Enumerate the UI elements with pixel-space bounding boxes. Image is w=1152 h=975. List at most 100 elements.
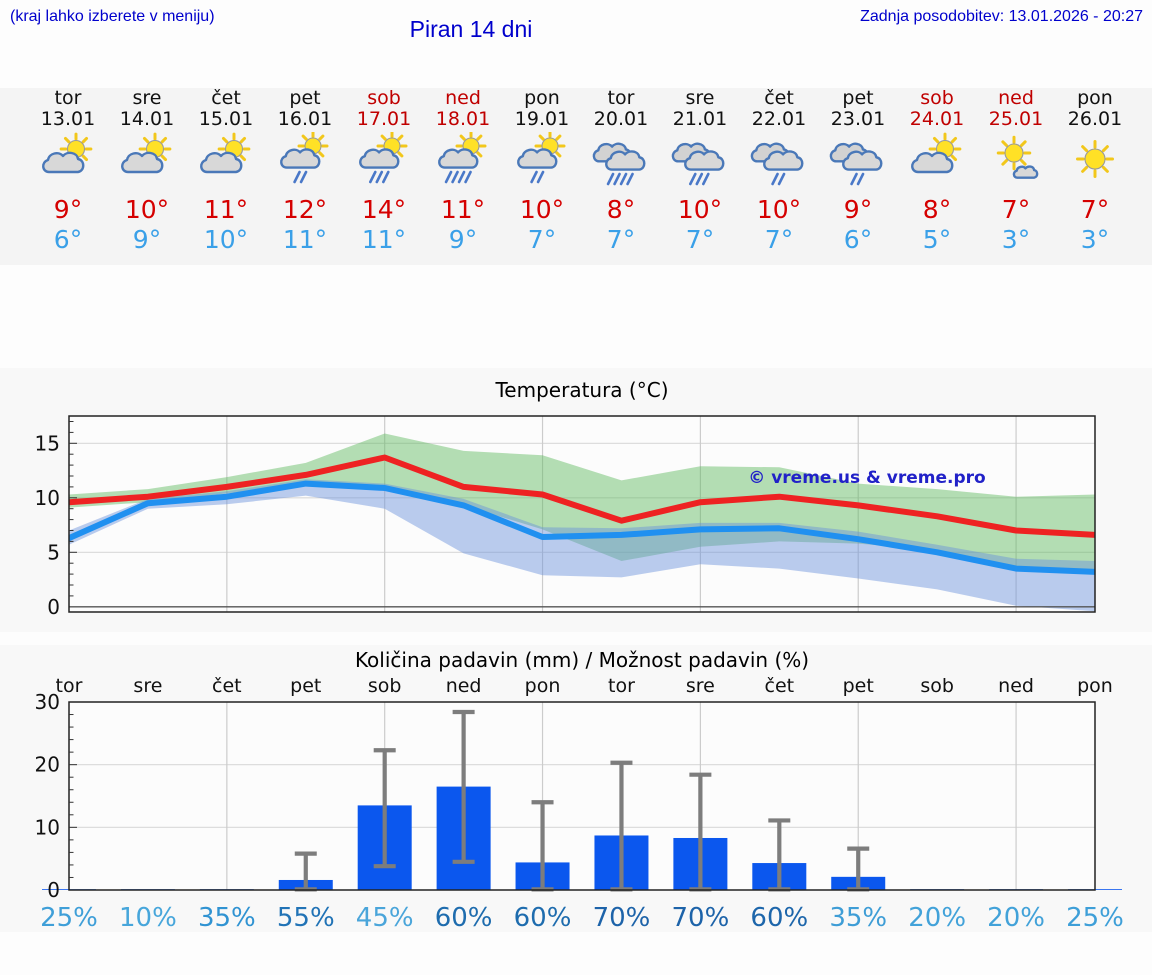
forecast-days-strip: tor 13.01 9° 6° sre 14.01 10° 9° čet 15.01 11° 10° p… (0, 88, 1152, 265)
precipitation-probability-label: 20% (908, 903, 966, 932)
day-name: tor (54, 87, 82, 109)
rain-drop (777, 172, 786, 186)
high-temperature: 11° (203, 195, 249, 224)
low-temperature: 7° (764, 225, 794, 254)
high-temperature: 7° (1001, 195, 1031, 224)
day-column: sre 21.01 10° 7° (661, 88, 740, 265)
precipitation-probability-label: 10% (119, 903, 177, 932)
sun-ray (1020, 159, 1027, 166)
sun-ray (476, 134, 483, 141)
low-temperature: 6° (53, 225, 83, 254)
day-column: ned 25.01 7° 3° (977, 88, 1056, 265)
day-label: ned (446, 675, 482, 697)
partly-cloudy-icon (200, 132, 251, 174)
day-name: pon (524, 87, 560, 109)
day-column: sob 24.01 8° 5° (898, 88, 977, 265)
sun-ray (950, 136, 958, 144)
high-temperature: 10° (677, 195, 723, 224)
rain-drop (293, 170, 301, 184)
sun-ray (318, 134, 325, 141)
cloud-shape (517, 148, 558, 169)
sun-ray (160, 136, 168, 144)
weather-icon-wrap (503, 130, 582, 194)
high-temperature: 8° (606, 195, 636, 224)
low-temperature: 11° (361, 225, 407, 254)
y-tick-label: 10 (35, 486, 60, 510)
day-label: pon (525, 675, 561, 697)
day-label: sre (133, 675, 162, 697)
temperature-chart-title: Temperatura (°C) (495, 378, 669, 402)
sun-disc (1004, 143, 1024, 163)
day-date: 20.01 (593, 108, 649, 130)
sun-ray (142, 136, 150, 144)
high-temperature: 9° (53, 195, 83, 224)
day-name: sre (685, 87, 715, 109)
y-tick-label: 5 (47, 540, 60, 564)
precipitation-probability-label: 20% (987, 903, 1045, 932)
precipitation-chart-title: Količina padavin (mm) / Možnost padavin … (354, 648, 810, 672)
sun-ray (1001, 159, 1008, 166)
weather-icon-wrap (424, 130, 503, 194)
y-tick-label: 10 (35, 815, 60, 839)
y-tick-label: 0 (47, 878, 60, 902)
cloud-shape (763, 150, 804, 171)
rain-drop (688, 172, 697, 186)
precipitation-probability-label: 70% (593, 903, 651, 932)
day-column: pon 19.01 10° 7° (503, 88, 582, 265)
plot-border (68, 415, 1096, 613)
precipitation-probability-label: 60% (750, 903, 808, 932)
day-column: sre 14.01 10° 9° (108, 88, 187, 265)
day-column: čet 15.01 11° 10° (187, 88, 266, 265)
y-tick-label: 15 (35, 431, 60, 455)
plot-border (68, 701, 1096, 891)
rain-drop (536, 170, 545, 184)
day-column: tor 20.01 8° 7° (582, 88, 661, 265)
weather-icon-wrap (108, 132, 187, 194)
partly-rain-3-icon (359, 130, 408, 184)
menu-hint-note: (kraj lahko izberete v meniju) (10, 8, 215, 25)
high-temperature: 10° (756, 195, 802, 224)
rain-drop (626, 172, 634, 186)
precipitation-probability-label: 35% (829, 903, 887, 932)
precipitation-probability-label: 60% (435, 903, 493, 932)
sun-ray (555, 134, 562, 141)
day-date: 24.01 (909, 108, 965, 130)
rain-drop (606, 172, 615, 186)
day-name: ned (445, 87, 481, 109)
mostly-sunny-icon (996, 135, 1039, 179)
day-column: pet 16.01 12° 11° (266, 88, 345, 265)
rain-drop (850, 172, 858, 186)
rain-drop (695, 172, 704, 186)
sun-ray (318, 151, 325, 158)
rain-drop (381, 170, 390, 184)
day-name: ned (998, 87, 1034, 109)
cloud-shape (605, 150, 646, 171)
weather-icon-wrap (661, 132, 740, 194)
low-temperature: 10° (203, 225, 249, 254)
plot-background (69, 702, 1095, 890)
partly-cloudy-icon (42, 132, 93, 174)
partly-rain-4-icon (438, 130, 487, 184)
weather-icon-wrap (345, 130, 424, 194)
day-name: čet (764, 87, 794, 109)
rain-drop (619, 172, 628, 186)
rain-drop (375, 170, 384, 184)
cloud-shape (121, 151, 164, 174)
day-label: sre (686, 675, 715, 697)
sun-ray (555, 151, 562, 158)
day-label: tor (56, 675, 83, 697)
day-column: ned 18.01 11° 9° (424, 88, 503, 265)
day-label: sob (368, 675, 402, 697)
high-temperature: 9° (843, 195, 873, 224)
sun-ray (538, 134, 545, 141)
rain-drop (530, 170, 538, 184)
day-label: pon (1077, 675, 1113, 697)
sun-ray (459, 134, 466, 141)
precipitation-probability-label: 55% (277, 903, 335, 932)
cloudy-rain-4-icon (592, 142, 646, 186)
sun-ray (81, 136, 89, 144)
day-name: pet (289, 87, 321, 109)
day-name: sob (367, 87, 401, 109)
